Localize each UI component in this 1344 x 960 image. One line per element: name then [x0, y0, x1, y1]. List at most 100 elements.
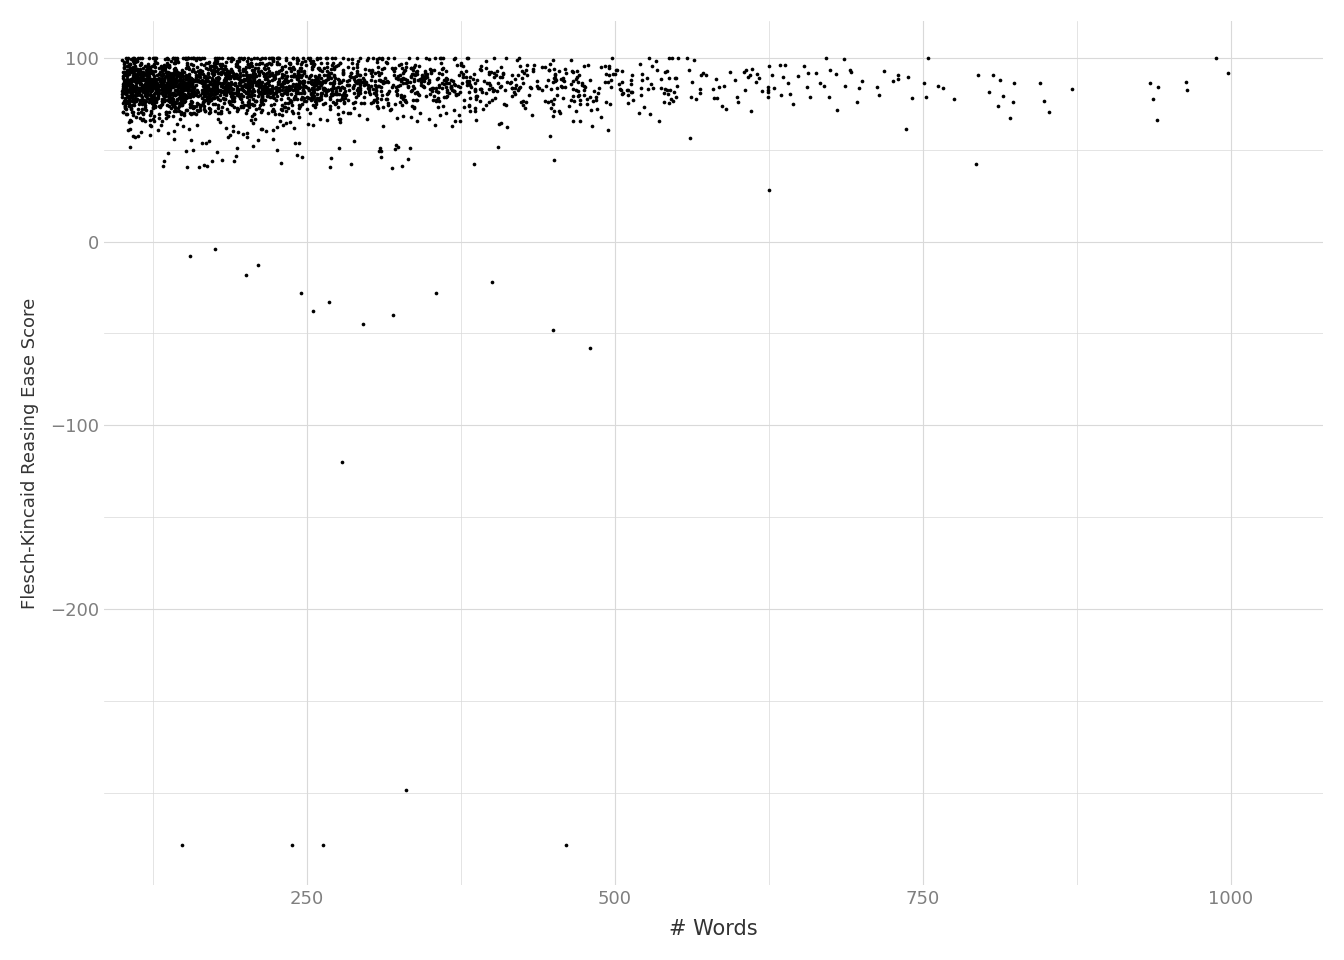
Point [129, 60, 151, 76]
Point [126, 71, 148, 86]
Point [113, 64, 134, 80]
Point [203, 90, 224, 106]
Point [439, 81, 461, 96]
Point [142, 89, 164, 105]
Point [418, 52, 439, 67]
Point [113, 93, 134, 108]
Point [363, 93, 384, 108]
Point [196, 70, 218, 85]
Point [179, 86, 200, 102]
Point [153, 93, 175, 108]
Point [183, 80, 204, 95]
Point [208, 65, 230, 81]
Point [262, 101, 284, 116]
Point [116, 76, 137, 91]
Point [125, 51, 146, 66]
Point [251, 88, 273, 104]
Point [567, 74, 589, 89]
Point [571, 78, 593, 93]
Point [320, 71, 341, 86]
Point [437, 89, 458, 105]
Point [152, 80, 173, 95]
Point [712, 98, 734, 113]
Point [117, 59, 138, 74]
Point [372, 73, 394, 88]
Point [250, 75, 271, 90]
Point [128, 84, 149, 100]
Point [220, 50, 242, 65]
Point [332, 65, 353, 81]
Point [762, 68, 784, 84]
Point [167, 79, 188, 94]
Point [542, 74, 563, 89]
Point [126, 68, 148, 84]
Point [433, 99, 454, 114]
Point [228, 72, 250, 87]
Point [539, 62, 560, 78]
Point [405, 93, 426, 108]
Point [113, 74, 134, 89]
Point [566, 83, 587, 98]
Point [163, 71, 184, 86]
Point [500, 75, 521, 90]
Point [316, 60, 337, 75]
Point [183, 142, 204, 157]
Point [242, 138, 263, 154]
Point [304, 84, 325, 99]
Point [513, 65, 535, 81]
Point [245, 68, 266, 84]
Point [169, 89, 191, 105]
Point [431, 66, 453, 82]
Point [167, 83, 188, 98]
Point [169, 84, 191, 100]
Point [144, 100, 165, 115]
Point [173, 81, 195, 96]
Point [319, 98, 340, 113]
Point [233, 84, 254, 99]
Point [173, 90, 195, 106]
Point [978, 84, 1000, 100]
Point [125, 78, 146, 93]
Point [300, 76, 321, 91]
Point [149, 99, 171, 114]
Point [163, 73, 184, 88]
Point [125, 62, 146, 78]
Point [168, 101, 190, 116]
Point [140, 87, 161, 103]
Point [112, 83, 133, 98]
Point [132, 79, 153, 94]
Point [243, 107, 265, 122]
Point [254, 67, 276, 83]
Point [569, 67, 590, 83]
Point [419, 61, 441, 77]
Point [165, 62, 187, 78]
Point [116, 50, 137, 65]
Point [289, 98, 310, 113]
Point [114, 100, 136, 115]
Point [171, 94, 192, 109]
Point [134, 77, 156, 92]
Point [622, 93, 644, 108]
Point [183, 50, 204, 65]
Point [320, 86, 341, 102]
Point [140, 60, 161, 75]
Point [219, 105, 241, 120]
Point [169, 68, 191, 84]
Point [328, 75, 349, 90]
Point [223, 84, 245, 100]
Point [251, 81, 273, 96]
Point [183, 106, 204, 121]
Point [121, 84, 142, 100]
Point [637, 82, 659, 97]
Point [435, 106, 457, 121]
Point [133, 84, 155, 100]
Point [198, 80, 219, 95]
Point [501, 75, 523, 90]
Point [136, 93, 157, 108]
Point [137, 80, 159, 95]
Point [157, 59, 179, 74]
Point [215, 91, 237, 107]
Point [239, 77, 261, 92]
Point [216, 64, 238, 80]
Point [188, 65, 210, 81]
